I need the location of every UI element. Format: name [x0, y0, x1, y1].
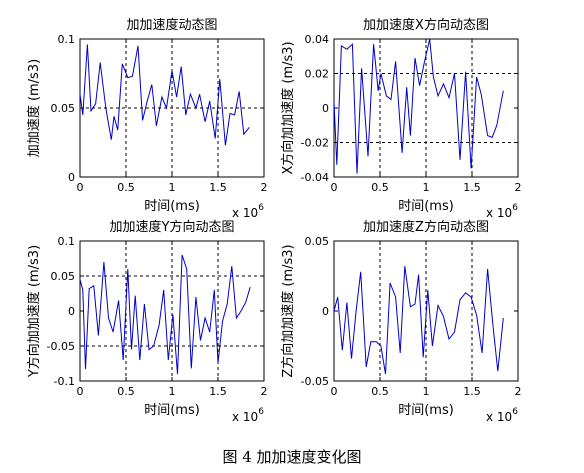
- y-tick-label: -0.02: [301, 137, 329, 150]
- x-tick-label: 1: [423, 385, 430, 398]
- y-axis-label: Y方向加加速度 (m/s3): [26, 245, 42, 378]
- y-tick-label: -0.04: [301, 171, 329, 184]
- subplot-title: 加加速度动态图: [126, 17, 217, 33]
- x-tick-label: 2: [261, 181, 268, 194]
- y-tick-label: 0.05: [51, 102, 76, 115]
- x-tick-label: 0.5: [371, 181, 389, 194]
- y-axis-label: 加加速度 (m/s3): [26, 59, 42, 157]
- y-axis-label: X方向加加速度 (m/s3): [280, 41, 296, 174]
- x-axis-exponent-power: 6: [258, 407, 264, 417]
- x-tick-label: 1: [169, 181, 176, 194]
- subplot-3: 0 0.5 1 1.5 2 -0.1 -0.05 0 0.05 0.1 加加速度Y方向动态图时间(m…: [26, 219, 268, 424]
- x-tick-label: 0.5: [117, 385, 135, 398]
- x-axis-label: 时间(ms): [398, 199, 454, 214]
- y-tick-label: 0.02: [305, 68, 330, 81]
- x-tick-label: 2: [515, 181, 522, 194]
- x-tick-label: 0.5: [117, 181, 135, 194]
- x-axis-label: 时间(ms): [144, 403, 200, 418]
- x-tick-label: 2: [515, 385, 522, 398]
- y-tick-label: 0: [322, 102, 329, 115]
- y-tick-label: 0.05: [51, 270, 76, 283]
- data-line-series-1: [79, 44, 250, 146]
- x-axis-label: 时间(ms): [398, 403, 454, 418]
- x-axis-exponent-power: 6: [512, 203, 518, 213]
- data-line-series-1: [333, 266, 504, 375]
- x-tick-label: 1.5: [463, 385, 481, 398]
- y-axis-label: Z方向加加速度 (m/s3): [280, 244, 296, 377]
- y-tick-label: -0.1: [54, 375, 75, 388]
- x-tick-label: 1.5: [209, 385, 227, 398]
- x-axis-exponent: x 106: [486, 407, 518, 424]
- y-tick-label: -0.05: [47, 340, 75, 353]
- subplot-2: 0 0.5 1 1.5 2 -0.04 -0.02 0 0.02 0.04 加加速度X方向动态图时间…: [280, 17, 522, 220]
- x-tick-label: 1: [423, 181, 430, 194]
- y-tick-label: 0.1: [58, 235, 76, 248]
- y-tick-label: 0.04: [305, 33, 330, 46]
- x-axis-exponent: x 106: [232, 203, 264, 220]
- x-tick-label: 0: [331, 181, 338, 194]
- x-tick-label: 0: [77, 385, 84, 398]
- subplot-title: 加加速度X方向动态图: [363, 17, 489, 33]
- x-tick-label: 1.5: [463, 181, 481, 194]
- subplot-title: 加加速度Y方向动态图: [110, 219, 235, 235]
- x-axis-exponent-power: 6: [258, 203, 264, 213]
- x-tick-label: 0: [331, 385, 338, 398]
- x-axis-exponent: x 106: [486, 203, 518, 220]
- x-tick-label: 1: [169, 385, 176, 398]
- y-tick-label: 0: [322, 305, 329, 318]
- x-axis-exponent-power: 6: [512, 407, 518, 417]
- data-line-series-1: [333, 38, 504, 174]
- y-tick-label: 0.1: [58, 33, 76, 46]
- y-tick-label: 0: [68, 305, 75, 318]
- y-tick-label: -0.05: [301, 375, 329, 388]
- y-tick-label: 0: [68, 171, 75, 184]
- x-tick-label: 2: [261, 385, 268, 398]
- x-axis-exponent: x 106: [232, 407, 264, 424]
- y-tick-label: 0.05: [305, 235, 330, 248]
- figure-caption: 图 4 加加速度变化图: [222, 448, 362, 466]
- x-tick-label: 0: [77, 181, 84, 194]
- x-tick-label: 0.5: [371, 385, 389, 398]
- subplot-title: 加加速度Z方向动态图: [363, 219, 489, 235]
- data-line-series-1: [79, 254, 251, 375]
- x-tick-label: 1.5: [209, 181, 227, 194]
- x-axis-label: 时间(ms): [144, 199, 200, 214]
